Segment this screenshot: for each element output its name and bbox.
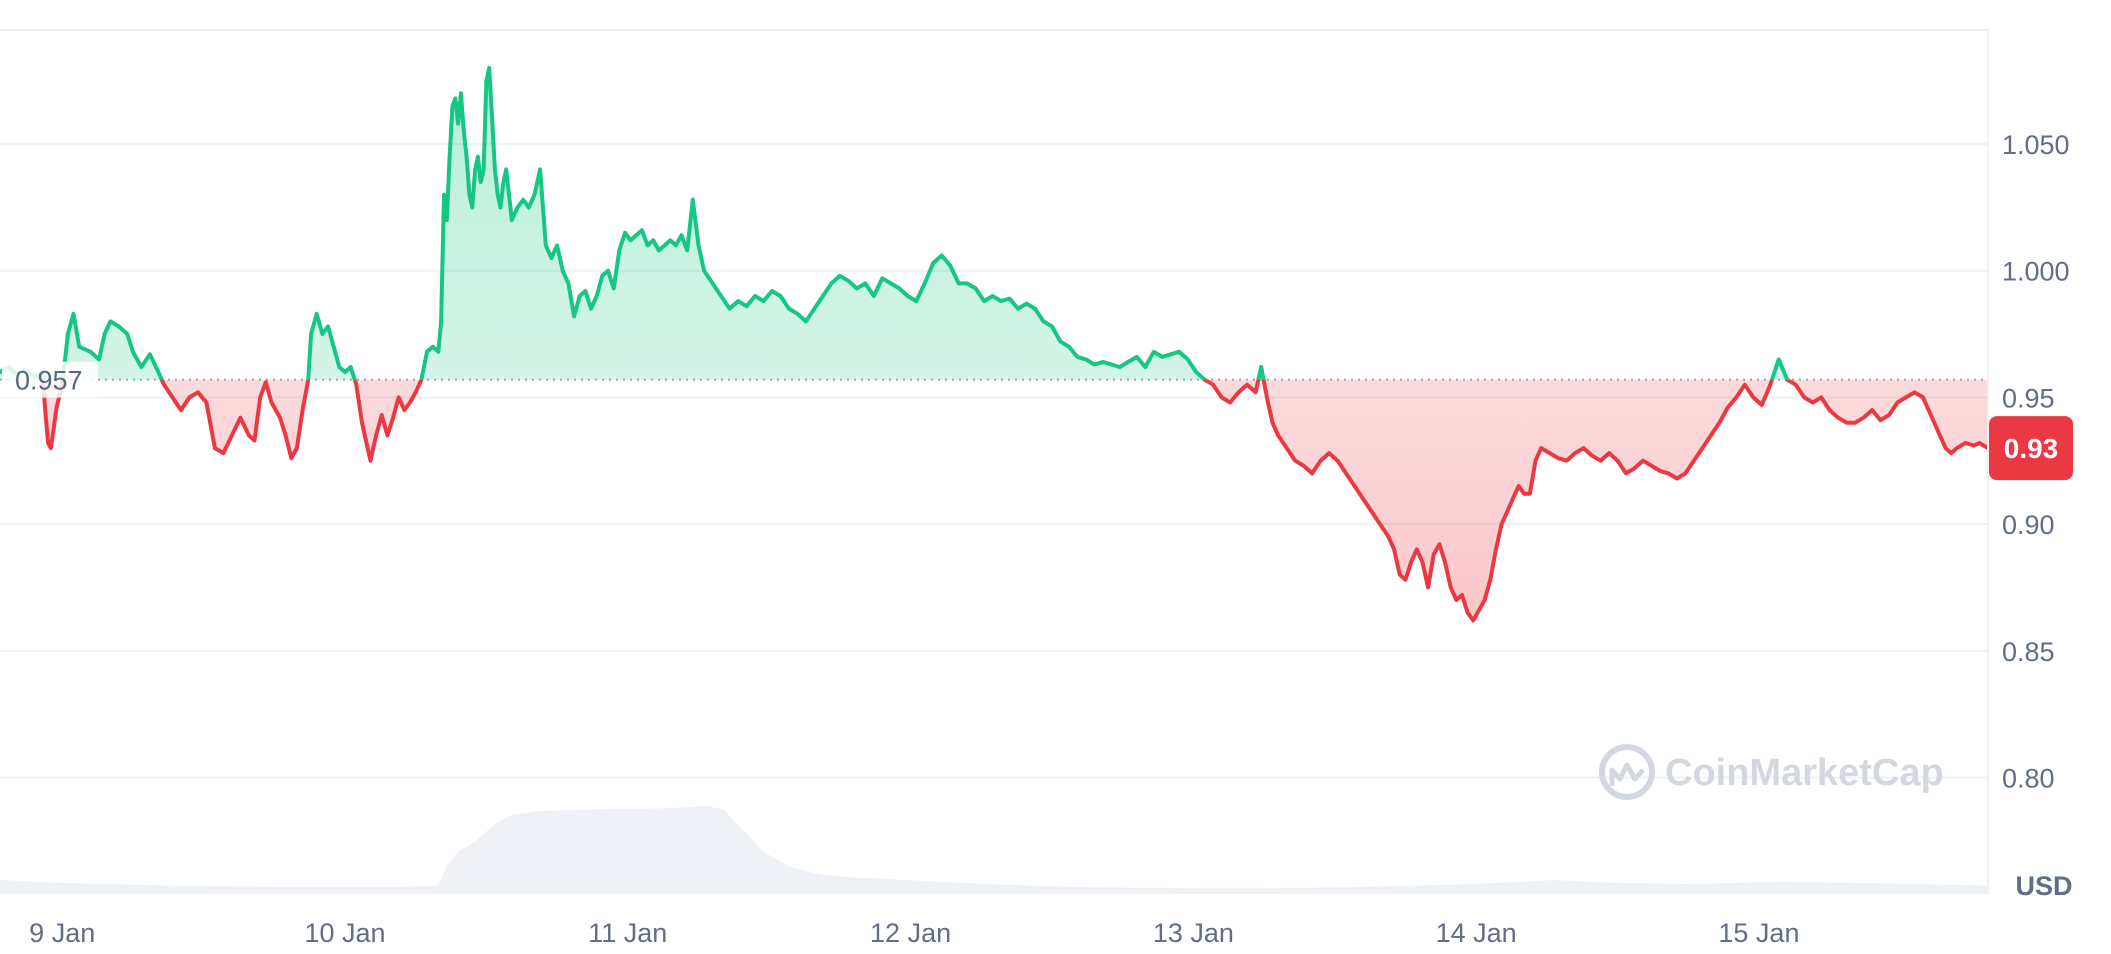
- volume-area-layer: [0, 805, 1988, 894]
- baseline-label-group: 0.957: [2, 361, 98, 398]
- price-line-layer: [0, 66, 1990, 623]
- y-tick-label: 1.000: [2002, 257, 2070, 287]
- x-tick-label: 11 Jan: [588, 918, 667, 948]
- y-tick-label: 0.80: [2002, 763, 2055, 793]
- x-tick-label: 14 Jan: [1436, 918, 1517, 948]
- current-price-badge-background: [1989, 416, 2073, 481]
- price-area-below-baseline: [0, 379, 1988, 621]
- watermark-text: CoinMarketCap: [1665, 752, 1944, 794]
- current-price-value: 0.93: [2004, 433, 2059, 464]
- price-line-below-baseline: [40, 379, 1990, 623]
- current-price-badge: 0.93: [1989, 416, 2073, 481]
- y-tick-label: 0.95: [2002, 383, 2055, 413]
- baseline-label-background: [2, 361, 98, 398]
- baseline-value-label: 0.957: [15, 366, 83, 396]
- currency-unit-label: USD: [2015, 871, 2072, 901]
- x-tick-label: 13 Jan: [1153, 918, 1234, 948]
- y-tick-label: 1.050: [2002, 130, 2070, 160]
- x-tick-label: 12 Jan: [870, 918, 951, 948]
- y-axis: 0.80 0.85 0.90 0.95 1.000 1.050: [2002, 130, 2070, 793]
- y-tick-label: 0.85: [2002, 637, 2055, 667]
- x-tick-label: 10 Jan: [304, 918, 385, 948]
- x-tick-label: 15 Jan: [1718, 918, 1799, 948]
- y-tick-label: 0.90: [2002, 510, 2055, 540]
- gridlines: [0, 29, 1988, 779]
- coinmarketcap-logo-icon: [1599, 744, 1655, 800]
- x-tick-label: 9 Jan: [29, 918, 95, 948]
- coinmarketcap-watermark: CoinMarketCap: [1599, 744, 1944, 800]
- price-line-above-baseline: [0, 66, 1792, 380]
- price-area-above-baseline: [0, 68, 1788, 380]
- x-axis: 9 Jan 10 Jan 11 Jan 12 Jan 13 Jan 14 Jan 15 Ja…: [29, 918, 1799, 948]
- volume-area: [0, 805, 1988, 894]
- price-area-layer: [0, 68, 1988, 621]
